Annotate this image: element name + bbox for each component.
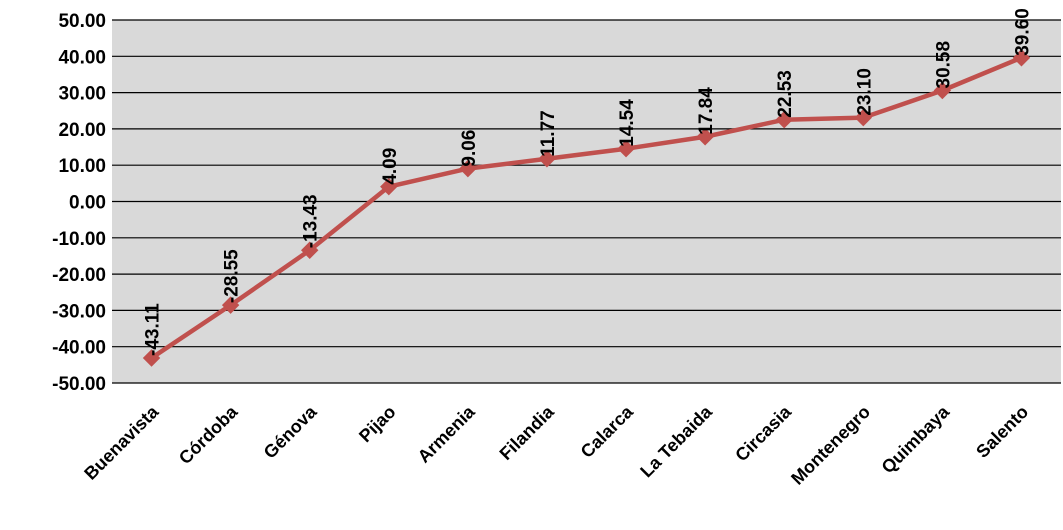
y-tick-label: -10.00 — [52, 229, 106, 250]
data-point-marker — [854, 108, 872, 127]
x-axis: Buenavista Córdoba Génova Pijao Armenia Filan… — [80, 401, 1032, 489]
data-label: -28.55 — [222, 249, 243, 303]
data-label: 23.10 — [854, 68, 875, 116]
data-point-marker — [538, 150, 556, 168]
data-label: 14.54 — [617, 99, 638, 147]
data-label: -13.43 — [301, 194, 322, 248]
series-line — [149, 55, 1024, 361]
data-label: 4.09 — [380, 148, 401, 185]
gridlines — [112, 19, 1061, 384]
x-tick-label: Filandia — [496, 401, 559, 464]
x-tick-label: Calarca — [577, 401, 638, 462]
data-point-marker — [696, 128, 714, 146]
x-tick-label: La Tebaida — [636, 401, 716, 481]
series — [142, 49, 1031, 367]
y-axis: 50.00 40.00 30.00 20.00 10.00 0.00 -10.00 -20.0… — [52, 11, 106, 395]
y-tick-label: 40.00 — [58, 47, 106, 68]
data-labels: -43.11 -28.55 -13.43 4.09 9.06 11.77 14.54 17.8… — [143, 8, 1034, 356]
data-label: 22.53 — [775, 70, 796, 118]
y-tick-label: -40.00 — [52, 338, 106, 359]
y-tick-label: 50.00 — [58, 11, 106, 32]
data-label: 11.77 — [538, 110, 559, 157]
data-point-marker — [1012, 49, 1031, 67]
data-label: -43.11 — [143, 303, 164, 356]
data-point-marker — [933, 81, 952, 100]
data-label: 17.84 — [696, 87, 717, 135]
data-point-marker — [459, 159, 477, 178]
data-point-marker — [380, 177, 398, 196]
y-tick-label: -50.00 — [52, 374, 106, 395]
data-point-marker — [221, 296, 240, 314]
data-label: 9.06 — [459, 130, 480, 167]
y-tick-label: 0.00 — [69, 193, 106, 214]
x-tick-label: Armenia — [414, 401, 480, 467]
x-tick-label: Córdoba — [175, 401, 242, 468]
data-point-marker — [301, 241, 319, 259]
y-tick-label: -30.00 — [52, 301, 106, 322]
y-tick-label: 20.00 — [58, 120, 106, 141]
x-tick-label: Buenavista — [80, 401, 163, 484]
data-label: 30.58 — [933, 41, 954, 89]
data-point-marker — [775, 111, 793, 129]
x-tick-label: Génova — [260, 401, 322, 463]
y-tick-label: 10.00 — [58, 156, 106, 177]
x-tick-label: Quimbaya — [878, 401, 954, 477]
data-label: 39.60 — [1012, 8, 1033, 56]
data-point-marker — [617, 140, 635, 158]
x-tick-label: Montenegro — [787, 402, 874, 489]
x-tick-label: Pijao — [355, 402, 400, 447]
y-tick-label: 30.00 — [58, 84, 106, 105]
x-tick-label: Circasia — [731, 401, 795, 465]
data-point-marker — [142, 349, 161, 367]
y-tick-label: -20.00 — [52, 265, 106, 286]
x-tick-label: Salento — [972, 402, 1032, 462]
